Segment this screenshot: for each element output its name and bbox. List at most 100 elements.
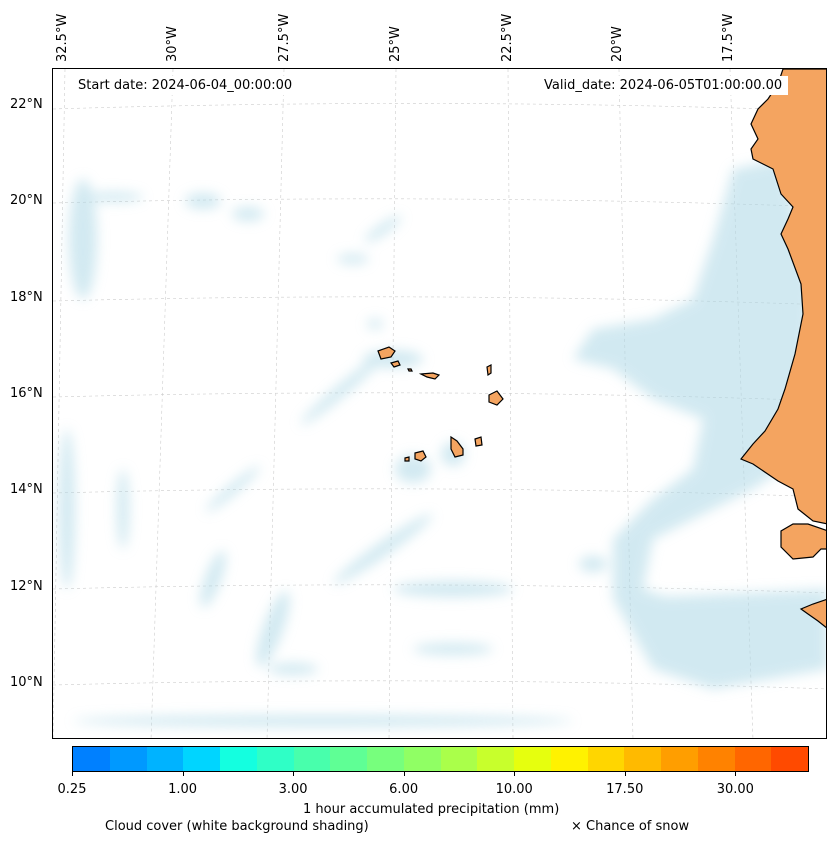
cloud-patch: [232, 207, 264, 221]
colorbar-swatch: [550, 747, 588, 771]
colorbar-swatch: [220, 747, 257, 771]
colorbar-swatch: [293, 747, 331, 771]
lon-label-20w: 20°W: [610, 26, 625, 62]
colorbar-tick-label: 1.00: [168, 782, 198, 797]
lon-label-30w: 30°W: [165, 26, 180, 62]
colorbar-tick-label: 17.50: [606, 782, 644, 797]
cloud-patch: [300, 353, 386, 425]
colorbar-swatch: [734, 747, 772, 771]
lat-label-14n: 14°N: [10, 482, 43, 497]
cloud-patch: [256, 591, 290, 667]
island-santa-luzia: [407, 368, 413, 372]
island-maio: [474, 436, 483, 447]
colorbar-swatch: [367, 747, 404, 771]
lon-label-22-5w: 22.5°W: [500, 13, 515, 62]
meridian-32-5w: [53, 69, 66, 738]
lat-label-20n: 20°N: [10, 193, 43, 208]
colorbar-swatch: [256, 747, 294, 771]
cloud-patch: [205, 466, 261, 512]
colorbar-swatch: [624, 747, 661, 771]
colorbar-swatch: [146, 747, 184, 771]
colorbar-swatch: [73, 747, 110, 771]
colorbar-swatch: [440, 747, 478, 771]
map-panel[interactable]: [52, 68, 827, 739]
lat-label-12n: 12°N: [10, 579, 43, 594]
colorbar-tick-label: 3.00: [278, 782, 308, 797]
cloud-patch: [185, 193, 221, 209]
lat-label-22n: 22°N: [10, 97, 43, 112]
cloud-patch: [268, 663, 318, 675]
colorbar-tick-label: 0.25: [57, 782, 87, 797]
island-santo-antao: [377, 346, 396, 360]
meridian-25w: [388, 69, 397, 738]
land-africa: [740, 69, 826, 629]
island-sao-vicente: [389, 360, 401, 368]
colorbar-tick-mark: [293, 772, 295, 776]
colorbar-swatch: [109, 747, 147, 771]
cloud-patch: [69, 179, 97, 299]
cloud-patch: [395, 455, 431, 483]
colorbar-swatch: [587, 747, 625, 771]
colorbar-swatch: [477, 747, 514, 771]
island-boa-vista: [488, 390, 504, 406]
meridian-20w: [618, 69, 634, 738]
valid-date-label: Valid_date: 2024-06-05T01:00:00.00: [538, 76, 789, 95]
cloud-band-coastal: [573, 159, 826, 639]
cloud-cover: [59, 159, 826, 727]
colorbar-swatch: [330, 747, 367, 771]
cloud-patch: [83, 192, 143, 202]
start-date-label: Start date: 2024-06-04_00:00:00: [72, 76, 299, 95]
snow-legend: × Chance of snow: [571, 819, 690, 834]
cloud-patch: [200, 550, 226, 608]
meridian-30w: [150, 69, 174, 738]
cape-verde-islands: [377, 346, 504, 462]
cloud-patch: [363, 350, 423, 368]
colorbar-tick-label: 6.00: [389, 782, 419, 797]
cloud-cover-legend: Cloud cover (white background shading): [105, 819, 369, 834]
colorbar-tick-label: 10.00: [495, 782, 533, 797]
cloud-patch: [393, 581, 513, 597]
parallel-22n: [53, 103, 826, 112]
meridian-22-5w: [507, 69, 514, 738]
lat-label-18n: 18°N: [10, 290, 43, 305]
colorbar-title: 1 hour accumulated precipitation (mm): [303, 802, 560, 817]
cloud-patch: [337, 254, 369, 264]
lat-label-16n: 16°N: [10, 386, 43, 401]
lon-label-27-5w: 27.5°W: [277, 13, 292, 62]
colorbar-swatch: [183, 747, 220, 771]
cloud-patch: [73, 715, 573, 727]
island-brava: [404, 456, 410, 462]
island-santiago: [450, 435, 464, 458]
cloud-band-south: [613, 589, 826, 689]
colorbar-swatch: [697, 747, 735, 771]
colorbar-tick-mark: [624, 772, 626, 776]
precipitation-colorbar: [72, 746, 809, 772]
coastline-mauritania-senegal: [740, 69, 826, 525]
lon-label-25w: 25°W: [388, 26, 403, 62]
colorbar-tick-mark: [403, 772, 405, 776]
parallel-20n: [53, 198, 826, 208]
lon-label-17-5w: 17.5°W: [721, 13, 736, 62]
cloud-patch: [117, 469, 129, 549]
colorbar-swatch: [771, 747, 808, 771]
map-canvas: [53, 69, 826, 738]
cloud-patch: [333, 514, 433, 584]
island-fogo: [414, 450, 427, 462]
cloud-patch: [367, 319, 383, 329]
colorbar-swatch: [661, 747, 698, 771]
island-sao-nicolau: [418, 372, 441, 380]
colorbar-tick-label: 30.00: [716, 782, 754, 797]
colorbar-tick-mark: [514, 772, 516, 776]
lon-label-32-5w: 32.5°W: [55, 13, 70, 62]
colorbar-tick-mark: [735, 772, 737, 776]
island-sal: [486, 364, 492, 377]
colorbar-tick-mark: [182, 772, 184, 776]
lat-label-10n: 10°N: [10, 675, 43, 690]
cloud-patch: [413, 643, 493, 655]
colorbar-tick-mark: [72, 772, 73, 776]
colorbar-swatch: [403, 747, 441, 771]
cloud-patch: [364, 215, 402, 243]
cloud-patch: [59, 429, 75, 589]
colorbar-swatch: [514, 747, 551, 771]
coastline-guinea-bissau: [780, 523, 826, 560]
